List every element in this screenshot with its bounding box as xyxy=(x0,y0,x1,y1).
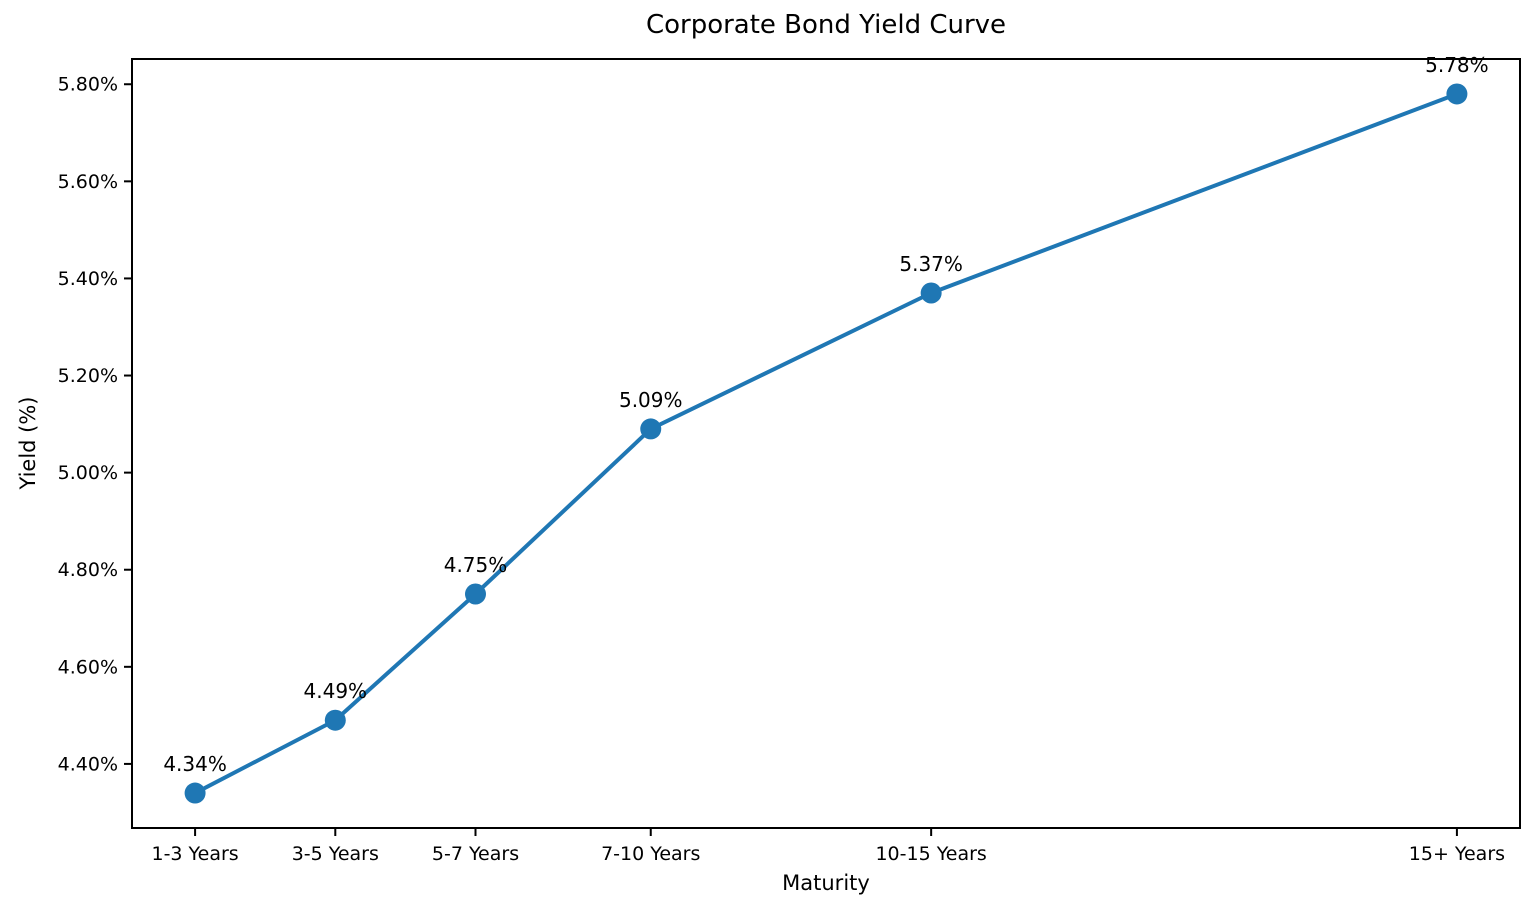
yield-line xyxy=(193,91,1459,796)
data-point-marker xyxy=(640,418,662,440)
x-tick-label: 5-7 Years xyxy=(432,843,519,865)
y-tick-label: 5.00% xyxy=(58,462,118,484)
data-point-marker xyxy=(1446,83,1468,105)
y-tick-label: 5.40% xyxy=(58,268,118,290)
x-tick-label: 10-15 Years xyxy=(875,843,986,865)
x-tick-label: 7-10 Years xyxy=(601,843,700,865)
y-tick-label: 4.80% xyxy=(58,559,118,581)
data-point-marker xyxy=(464,583,486,605)
x-axis-label: Maturity xyxy=(782,871,870,895)
x-tick-label: 15+ Years xyxy=(1409,843,1505,865)
y-tick-label: 5.80% xyxy=(58,74,118,96)
point-value-label: 5.78% xyxy=(1425,53,1489,77)
chart-title: Corporate Bond Yield Curve xyxy=(645,10,1007,40)
data-point-marker xyxy=(920,282,942,304)
x-tick-label: 3-5 Years xyxy=(292,843,379,865)
point-value-label: 5.37% xyxy=(899,252,963,276)
data-point-marker xyxy=(184,782,206,804)
y-tick-label: 5.20% xyxy=(58,365,118,387)
x-tick-label: 1-3 Years xyxy=(151,843,238,865)
y-tick-label: 4.40% xyxy=(58,753,118,775)
point-value-label: 4.49% xyxy=(304,679,368,703)
data-point-marker xyxy=(324,709,346,731)
point-value-label: 4.75% xyxy=(444,553,508,577)
point-value-label: 5.09% xyxy=(619,388,683,412)
point-value-label: 4.34% xyxy=(163,752,227,776)
plot-border xyxy=(131,58,1521,829)
y-tick-label: 5.60% xyxy=(58,171,118,193)
y-tick-label: 4.60% xyxy=(58,656,118,678)
